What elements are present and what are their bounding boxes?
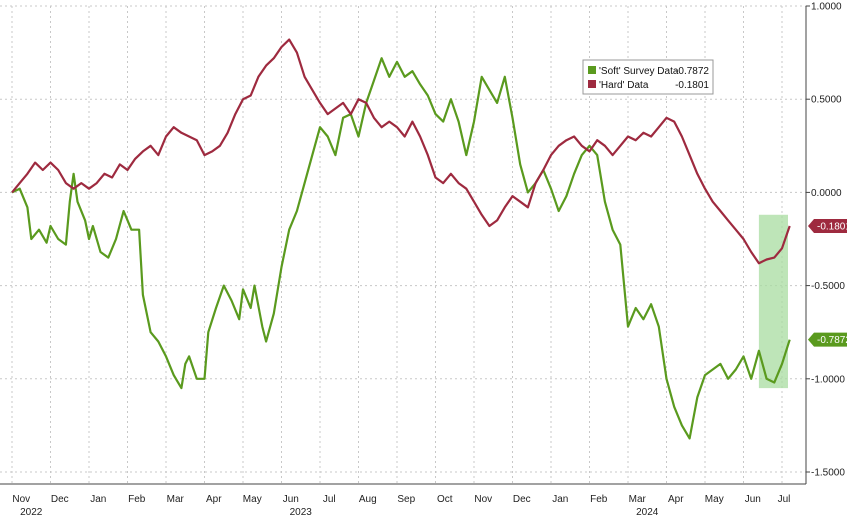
legend-entry-name: 'Soft' Survey Data [599,66,679,77]
x-tick-label: Dec [51,494,69,505]
grid [0,5,806,484]
x-tick-label: Feb [590,494,608,505]
last-value-badge [808,332,847,347]
x-tick-label: Apr [206,494,222,505]
x-tick-label: Jul [778,494,791,505]
legend-swatch [588,66,596,74]
x-tick-label: Feb [128,494,146,505]
legend-swatch [588,80,596,88]
x-tick-label: Jan [552,494,568,505]
x-tick-label: Aug [359,494,377,505]
y-tick-label: -0.5000 [811,281,845,292]
legend-box [582,59,714,95]
legend: 'Soft' Survey Data-0.7872 'Hard' Data -0.1… [582,59,714,95]
x-tick-label: Sep [397,494,415,505]
legend-entry-value: -0.1801 [675,80,709,91]
x-tick-label: Oct [437,494,453,505]
x-tick-label: Dec [513,494,531,505]
last-value-badge [808,218,847,233]
x-tick-label: Nov [474,494,492,505]
last-value-label: -0.7872 [817,335,848,346]
year-label: 2023 [290,507,313,518]
x-tick-label: Jan [90,494,106,505]
year-label: 2022 [20,507,43,518]
x-tick-label: Nov [12,494,30,505]
series-layer [11,38,791,440]
x-tick-label: Mar [629,494,647,505]
x-tick-label: Jun [283,494,299,505]
x-tick-label: May [243,494,262,505]
year-label: 2024 [636,507,659,518]
last-value-label: -0.1801 [817,221,848,232]
legend-entry-name: 'Hard' Data [599,80,649,91]
x-tick-label: Jul [323,494,336,505]
x-tick-label: Apr [668,494,684,505]
legend-entry-value: -0.7872 [675,66,709,77]
soft-survey-series-line [11,57,791,440]
y-tick-label: 0.0000 [811,188,842,199]
value-badges: -0.7872 -0.1801 [808,218,848,347]
hard-data-series-line [11,38,791,265]
y-tick-label: 0.5000 [811,95,842,106]
y-tick-label: 1.0000 [811,2,842,13]
x-tick-label: May [705,494,724,505]
y-tick-label: -1.0000 [811,374,845,385]
x-tick-label: Mar [167,494,185,505]
y-tick-label: -1.5000 [811,468,845,479]
x-tick-label: Jun [745,494,761,505]
